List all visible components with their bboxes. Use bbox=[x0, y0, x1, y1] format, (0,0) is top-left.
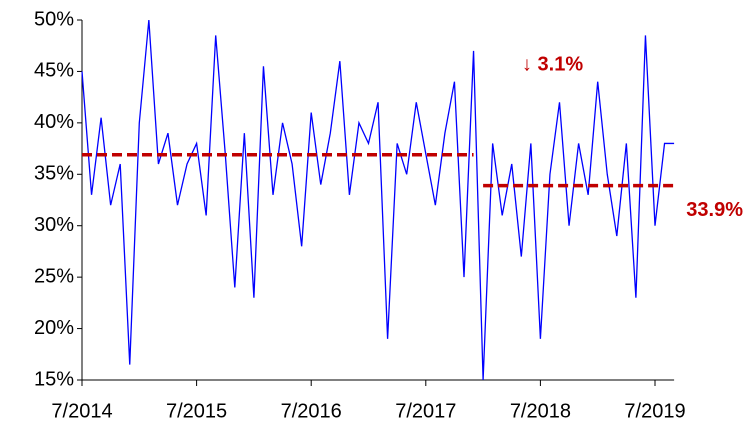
y-tick-label: 20% bbox=[34, 317, 74, 339]
data-line bbox=[81, 19, 675, 381]
x-tick-label: 7/2015 bbox=[166, 400, 227, 422]
y-tick-label: 45% bbox=[34, 60, 74, 82]
y-tick-label: 50% bbox=[34, 8, 74, 30]
y-tick-label: 15% bbox=[34, 368, 74, 390]
x-tick-label: 7/2018 bbox=[510, 400, 571, 422]
x-tick-label: 7/2019 bbox=[624, 400, 685, 422]
y-tick-label: 25% bbox=[34, 265, 74, 287]
y-tick-label: 40% bbox=[34, 111, 74, 133]
x-tick-label: 7/2016 bbox=[281, 400, 342, 422]
x-tick-label: 7/2017 bbox=[395, 400, 456, 422]
x-tick-label: 7/2014 bbox=[51, 400, 112, 422]
y-tick-label: 30% bbox=[34, 214, 74, 236]
y-tick-label: 35% bbox=[34, 163, 74, 185]
reference-label: 33.9% bbox=[686, 199, 743, 221]
annotation: ↓ 3.1% bbox=[522, 53, 583, 75]
